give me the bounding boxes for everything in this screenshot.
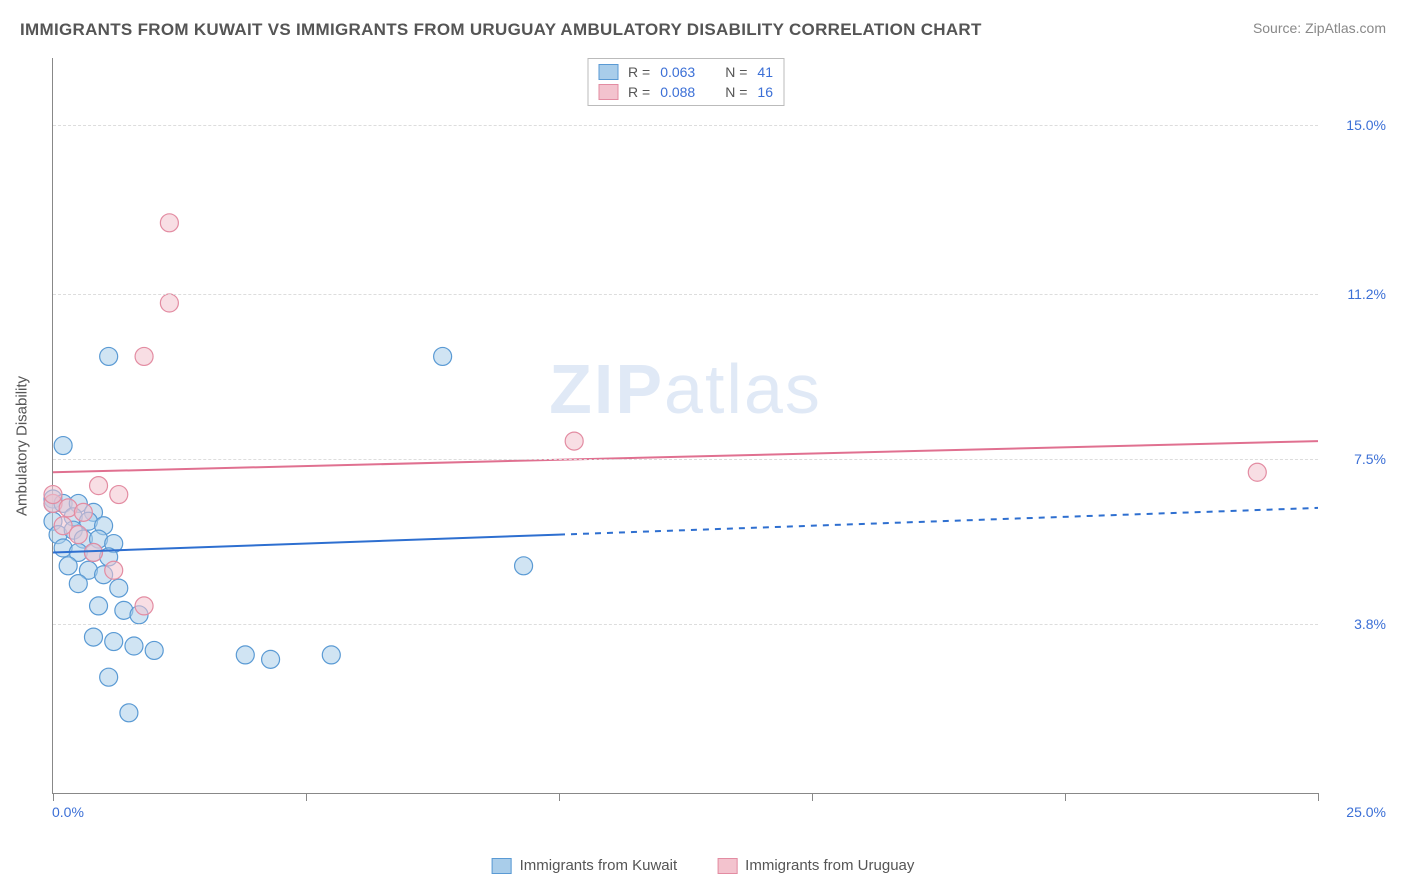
swatch-series1 (492, 858, 512, 874)
plot-box: ZIPatlas R = 0.063 N = 41 R = 0.088 N (52, 58, 1318, 794)
data-point (515, 557, 533, 575)
x-tick (812, 793, 813, 801)
data-point (135, 597, 153, 615)
y-tick-label: 15.0% (1346, 117, 1386, 133)
correlation-legend: R = 0.063 N = 41 R = 0.088 N = 16 (587, 58, 784, 106)
data-point (84, 543, 102, 561)
y-axis-label: Ambulatory Disability (14, 376, 31, 516)
data-point (69, 575, 87, 593)
x-tick (53, 793, 54, 801)
data-point (322, 646, 340, 664)
x-tick (1065, 793, 1066, 801)
data-point (105, 633, 123, 651)
chart-area: ZIPatlas R = 0.063 N = 41 R = 0.088 N (52, 58, 1386, 822)
x-tick (1318, 793, 1319, 801)
data-point (262, 650, 280, 668)
chart-container: IMMIGRANTS FROM KUWAIT VS IMMIGRANTS FRO… (0, 0, 1406, 892)
series-legend: Immigrants from Kuwait Immigrants from U… (492, 857, 915, 874)
data-point (90, 597, 108, 615)
legend-row-series2: R = 0.088 N = 16 (598, 82, 773, 102)
scatter-plot-svg (53, 58, 1318, 793)
legend-row-series1: R = 0.063 N = 41 (598, 62, 773, 82)
y-tick-label: 3.8% (1354, 616, 1386, 632)
x-tick (559, 793, 560, 801)
x-axis-max-label: 25.0% (1346, 804, 1386, 820)
gridline (53, 459, 1318, 460)
data-point (100, 668, 118, 686)
data-point (44, 486, 62, 504)
data-point (236, 646, 254, 664)
x-axis-min-label: 0.0% (52, 804, 84, 820)
y-tick-label: 7.5% (1354, 451, 1386, 467)
data-point (145, 641, 163, 659)
data-point (90, 477, 108, 495)
data-point (120, 704, 138, 722)
data-point (160, 214, 178, 232)
data-point (110, 579, 128, 597)
data-point (1248, 463, 1266, 481)
data-point (135, 347, 153, 365)
swatch-series1 (598, 64, 618, 80)
data-point (69, 526, 87, 544)
data-point (434, 347, 452, 365)
chart-title: IMMIGRANTS FROM KUWAIT VS IMMIGRANTS FRO… (20, 20, 982, 40)
data-point (100, 347, 118, 365)
data-point (59, 557, 77, 575)
data-point (110, 486, 128, 504)
data-point (105, 561, 123, 579)
source-attribution: Source: ZipAtlas.com (1253, 20, 1386, 36)
gridline (53, 624, 1318, 625)
data-point (125, 637, 143, 655)
data-point (84, 628, 102, 646)
y-tick-label: 11.2% (1347, 286, 1386, 302)
trendline (53, 441, 1318, 472)
data-point (54, 437, 72, 455)
trendline (53, 535, 559, 553)
trendline (559, 508, 1318, 535)
data-point (160, 294, 178, 312)
legend-item-series1: Immigrants from Kuwait (492, 857, 678, 874)
gridline (53, 125, 1318, 126)
data-point (74, 503, 92, 521)
swatch-series2 (717, 858, 737, 874)
swatch-series2 (598, 84, 618, 100)
legend-item-series2: Immigrants from Uruguay (717, 857, 914, 874)
gridline (53, 294, 1318, 295)
x-tick (306, 793, 307, 801)
data-point (565, 432, 583, 450)
